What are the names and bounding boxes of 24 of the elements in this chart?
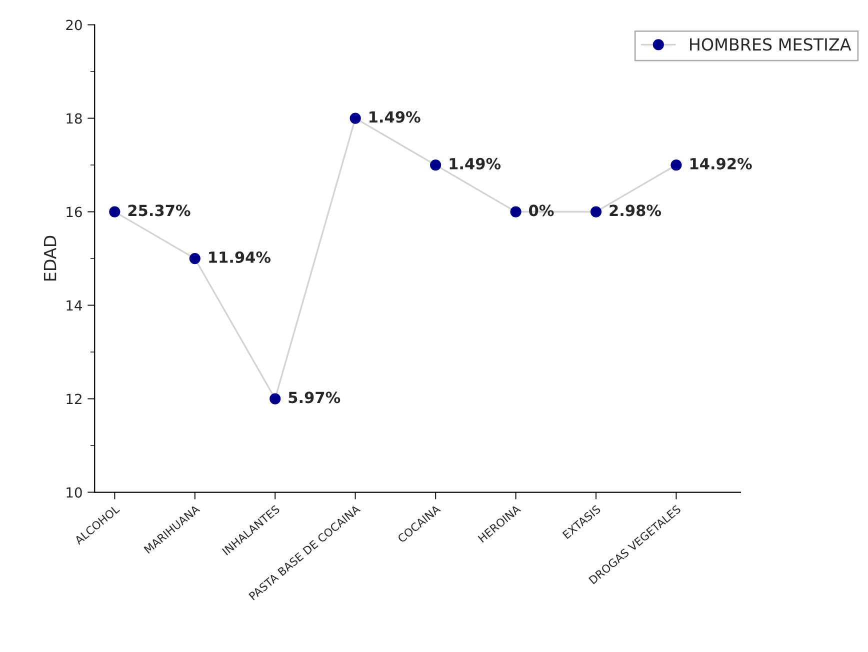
annotation: 11.94% bbox=[209, 251, 271, 263]
annotation: 14.92% bbox=[690, 158, 752, 170]
y-tick-label: 18 bbox=[66, 113, 82, 124]
y-tick-label: 14 bbox=[66, 300, 82, 311]
annotation: 5.97% bbox=[288, 392, 340, 404]
y-axis-title: EDAD bbox=[44, 236, 56, 281]
point bbox=[590, 206, 602, 218]
y-tick-label: 20 bbox=[66, 20, 82, 30]
annotation: 25.37% bbox=[128, 204, 190, 216]
y-tick-label: 10 bbox=[66, 487, 82, 498]
point bbox=[189, 252, 200, 264]
annotation: 0% bbox=[529, 204, 554, 216]
annotation: 1.49% bbox=[450, 158, 501, 170]
annotation: 2.98% bbox=[610, 204, 662, 216]
y-tick-label: 12 bbox=[66, 394, 82, 404]
y-tick-label: 16 bbox=[66, 206, 82, 218]
point bbox=[270, 393, 281, 404]
point bbox=[350, 112, 361, 124]
point bbox=[430, 159, 442, 171]
point bbox=[670, 159, 682, 171]
legend-label: HOMBRES MESTIZA bbox=[690, 38, 852, 51]
point bbox=[109, 206, 120, 218]
annotation: 1.49% bbox=[370, 111, 420, 123]
point bbox=[510, 206, 522, 218]
